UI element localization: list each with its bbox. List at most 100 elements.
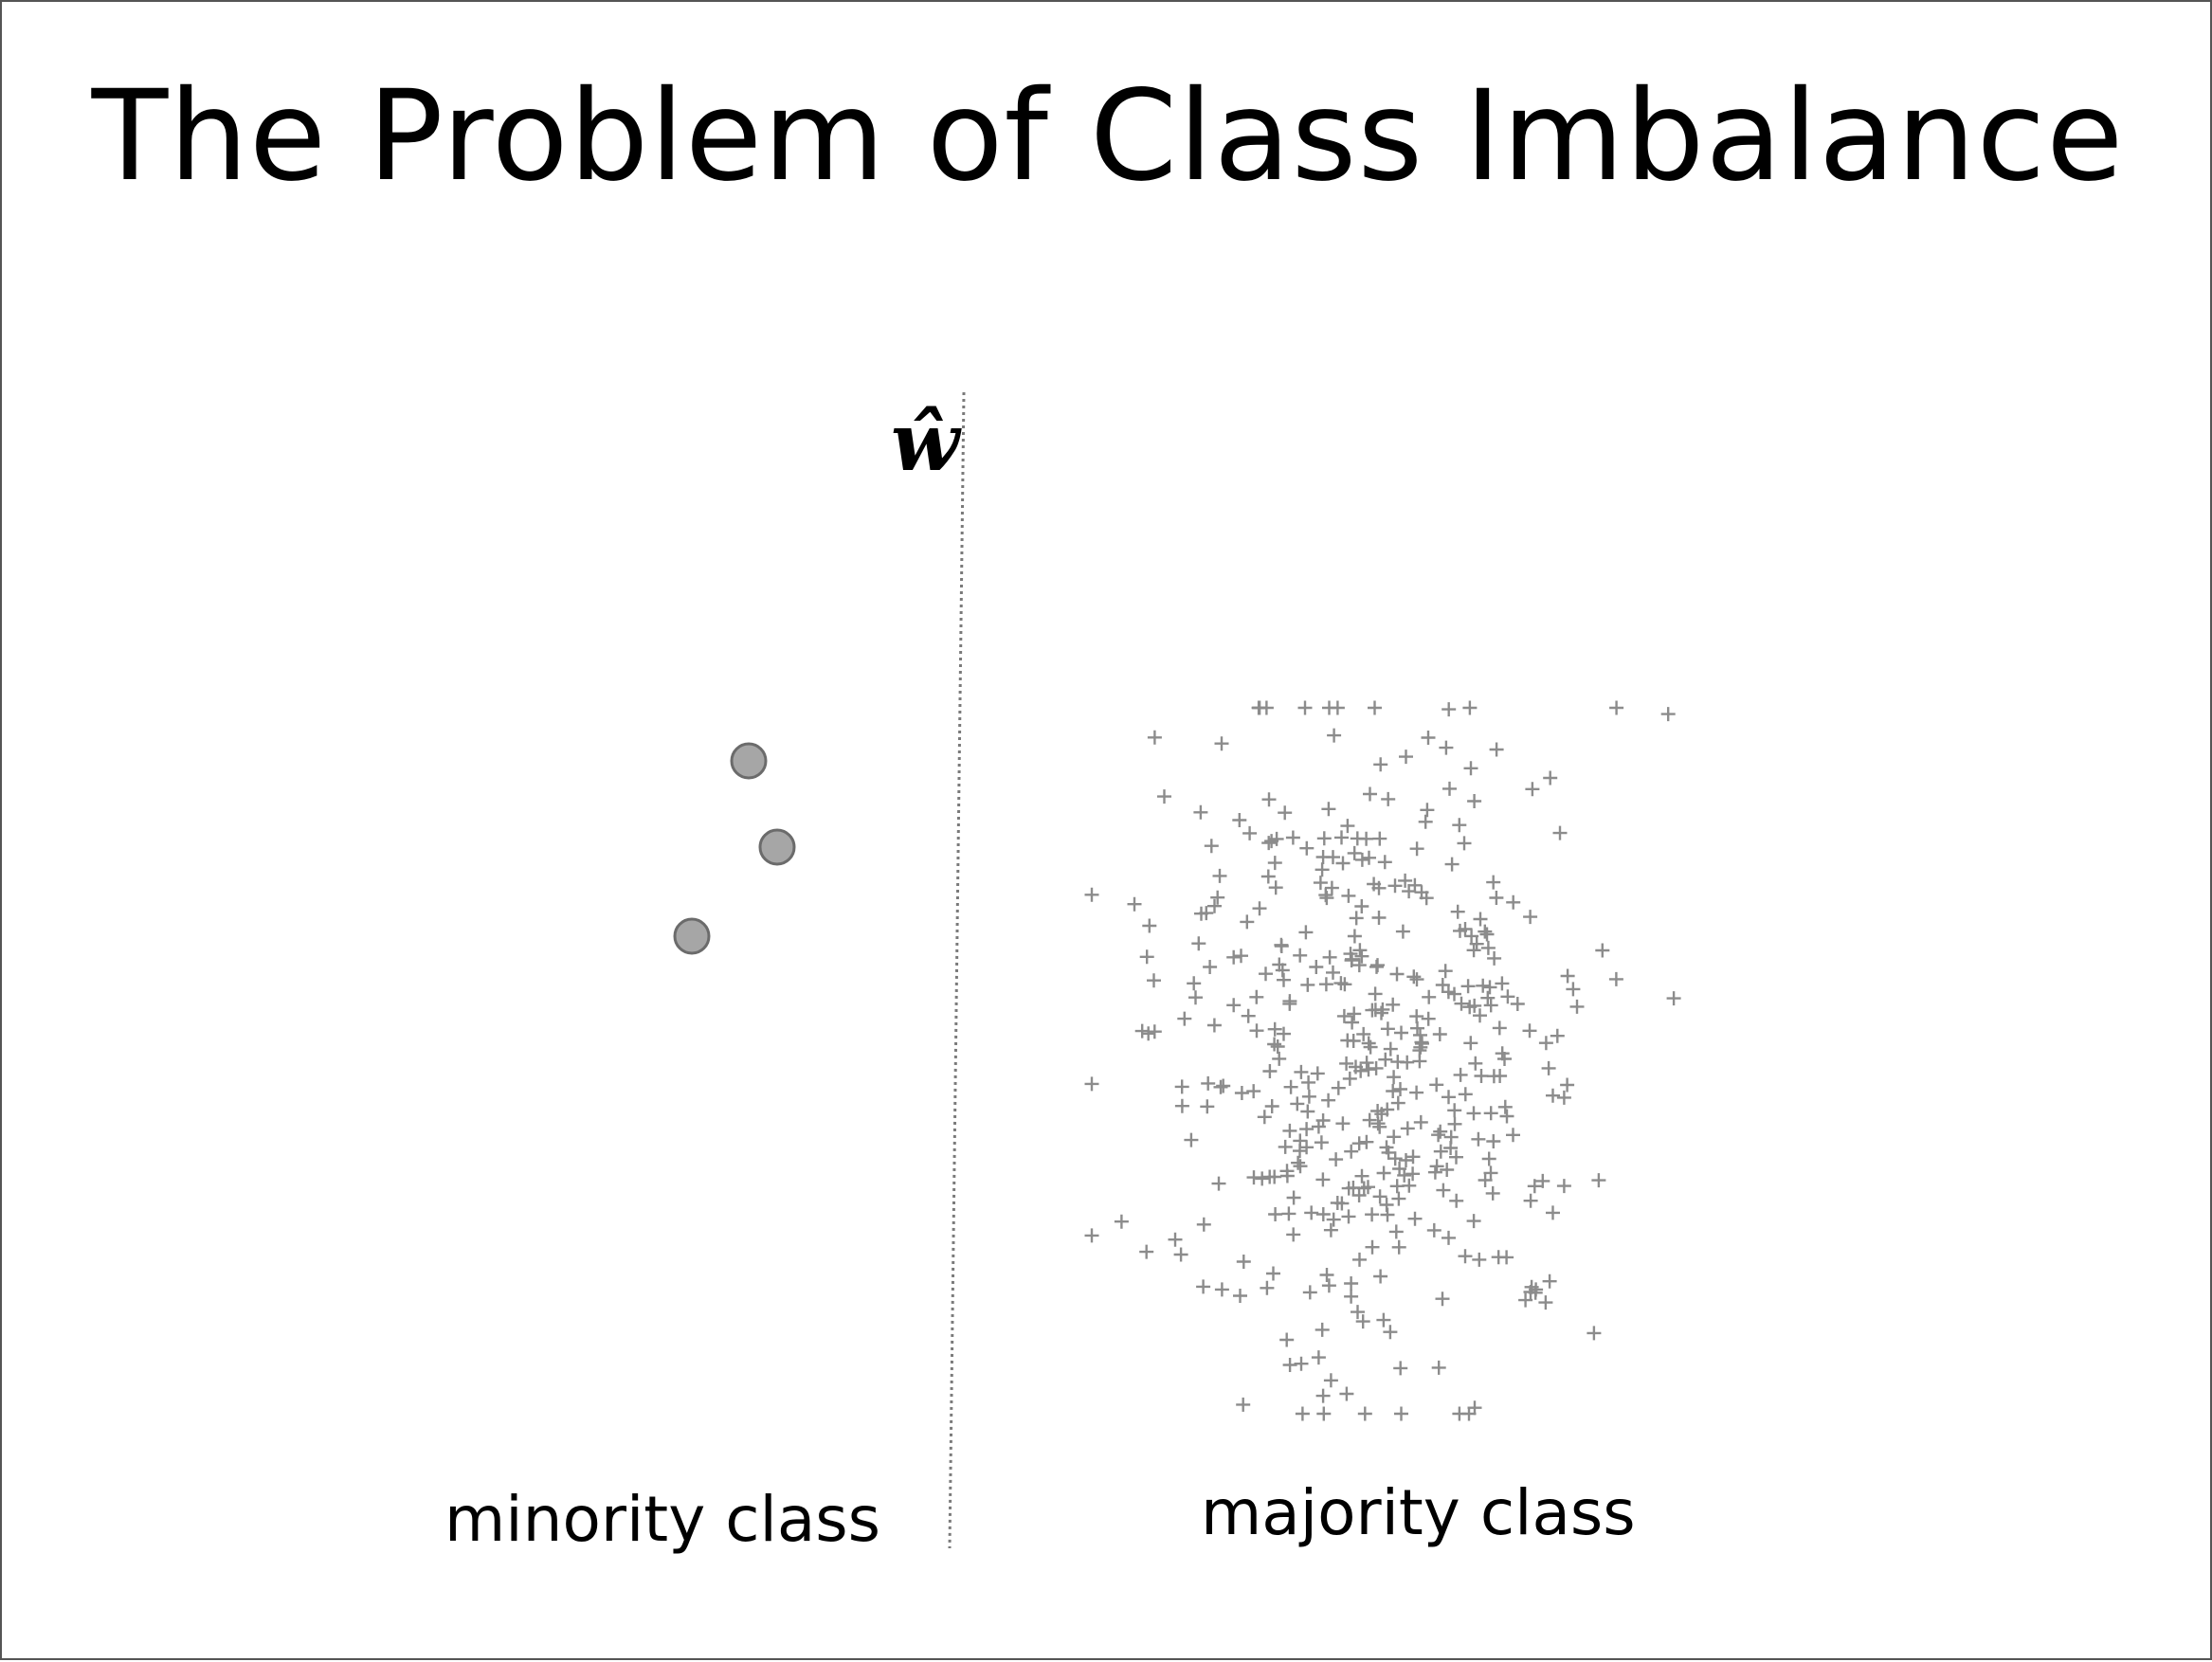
majority-point [1489,891,1504,905]
majority-point [1457,836,1472,851]
majority-point [1452,818,1467,833]
majority-point [1321,802,1336,817]
majority-point [1395,924,1410,939]
majority-point [1316,1406,1332,1421]
majority-point [1361,1180,1375,1195]
majority-point [1476,978,1491,993]
majority-point [1420,803,1435,818]
majority-point [1467,1400,1482,1416]
majority-point [1200,1099,1215,1114]
majority-point [1293,1133,1308,1148]
majority-point [1084,1076,1099,1092]
majority-point [1184,1132,1199,1147]
majority-point [1268,880,1283,895]
majority-point [1449,1149,1463,1165]
majority-point [1173,1247,1188,1262]
majority-point [1323,1222,1338,1237]
majority-point [1301,1089,1316,1104]
majority-point [1260,869,1276,884]
majority-point [1474,1069,1489,1083]
majority-point [1213,1079,1228,1094]
majority-point [1359,1056,1374,1071]
majority-point [1595,943,1610,958]
majority-point [1293,948,1308,963]
majority-point [1473,1008,1487,1023]
majority-point [1286,1227,1301,1242]
majority-point [1380,1207,1395,1222]
majority-point [1206,1018,1222,1033]
majority-point [1352,1252,1367,1267]
majority-point [1454,996,1469,1011]
majority-point [1368,1003,1383,1018]
majority-point [1359,831,1374,846]
majority-point [1373,1269,1388,1284]
majority-point [1354,899,1369,913]
majority-point [1249,1023,1264,1039]
majority-point [1466,1106,1481,1121]
majority-point [1347,1006,1362,1021]
majority-point [1302,1285,1317,1300]
majority-point [1347,845,1362,860]
majority-point [1367,876,1382,892]
majority-point [1262,1064,1278,1078]
majority-point [1449,1193,1464,1208]
majority-point [1349,1059,1363,1075]
majority-point [1400,1055,1415,1070]
majority-point [1370,1104,1386,1118]
majority-point [1363,786,1377,802]
majority-point [1246,1170,1261,1185]
majority-point [1407,1211,1423,1226]
majority-point [1495,976,1510,991]
majority-point [1381,1145,1396,1160]
majority-point [1666,991,1681,1006]
majority-point [1466,943,1481,958]
majority-point [1352,943,1368,958]
majority-point [1351,958,1367,973]
majority-point [1365,1207,1380,1222]
majority-point [1478,1173,1493,1187]
majority-point [1556,1090,1571,1105]
weight-vector-label: ŵ [891,395,960,489]
majority-point [1275,963,1290,978]
majority-class-points [1084,700,1681,1421]
majority-point [1440,1163,1455,1177]
majority-point [1147,1024,1162,1039]
majority-point [1527,1179,1542,1194]
majority-point [1441,702,1457,717]
majority-point [1407,877,1423,893]
majority-point [1304,1205,1319,1220]
majority-point [1277,1026,1291,1041]
majority-point [1467,794,1482,808]
majority-point [1481,1151,1496,1166]
majority-point [1397,1167,1412,1183]
majority-point [1323,1373,1338,1388]
majority-point [1327,728,1342,743]
majority-point [1290,1096,1305,1111]
majority-point [1483,1165,1498,1181]
majority-point [1293,1159,1308,1174]
majority-point [1199,906,1214,921]
majority-point [1212,868,1227,883]
majority-point [1322,700,1336,715]
majority-point [1315,862,1330,877]
majority-point [1310,1066,1325,1081]
majority-point [1381,791,1396,806]
majority-point [1441,1090,1456,1105]
majority-point [1214,1282,1229,1297]
majority-point [1267,1037,1282,1052]
majority-point [1356,1026,1371,1041]
majority-point [1347,929,1362,944]
majority-point [1351,1136,1367,1151]
majority-point [1485,1185,1500,1201]
majority-point [1252,901,1267,916]
majority-point [1378,1052,1393,1067]
majority-point [1483,998,1498,1013]
majority-point [1464,929,1479,944]
majority-point [1453,923,1467,938]
majority-point [1372,1189,1387,1204]
majority-point [1084,1228,1099,1243]
majority-point [1362,850,1376,865]
majority-point [1523,910,1538,925]
majority-point [1431,1360,1446,1375]
majority-point [1541,1060,1556,1075]
